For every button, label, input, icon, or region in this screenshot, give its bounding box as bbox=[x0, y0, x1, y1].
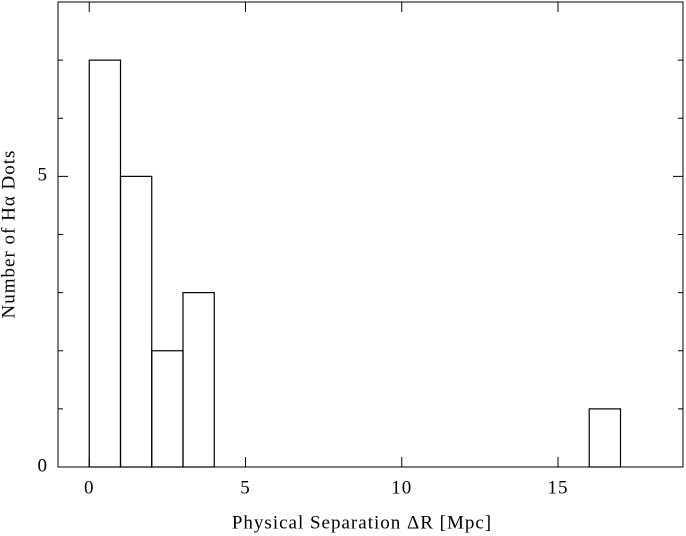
y-tick-label: 5 bbox=[38, 165, 49, 186]
histogram-bar bbox=[119, 175, 153, 468]
x-tick-label: 10 bbox=[391, 477, 412, 498]
x-axis-label: Physical Separation ΔR [Mpc] bbox=[232, 512, 492, 533]
x-tick-label: 0 bbox=[84, 477, 95, 498]
y-axis-label: Number of Hα Dots bbox=[0, 150, 19, 319]
x-tick-label: 5 bbox=[240, 477, 251, 498]
y-tick-label: 0 bbox=[38, 455, 49, 476]
histogram-bar bbox=[151, 350, 184, 468]
histogram-bar bbox=[588, 408, 622, 468]
histogram-bar bbox=[182, 292, 215, 468]
histogram-bar bbox=[88, 59, 122, 468]
x-tick-label: 15 bbox=[548, 477, 569, 498]
